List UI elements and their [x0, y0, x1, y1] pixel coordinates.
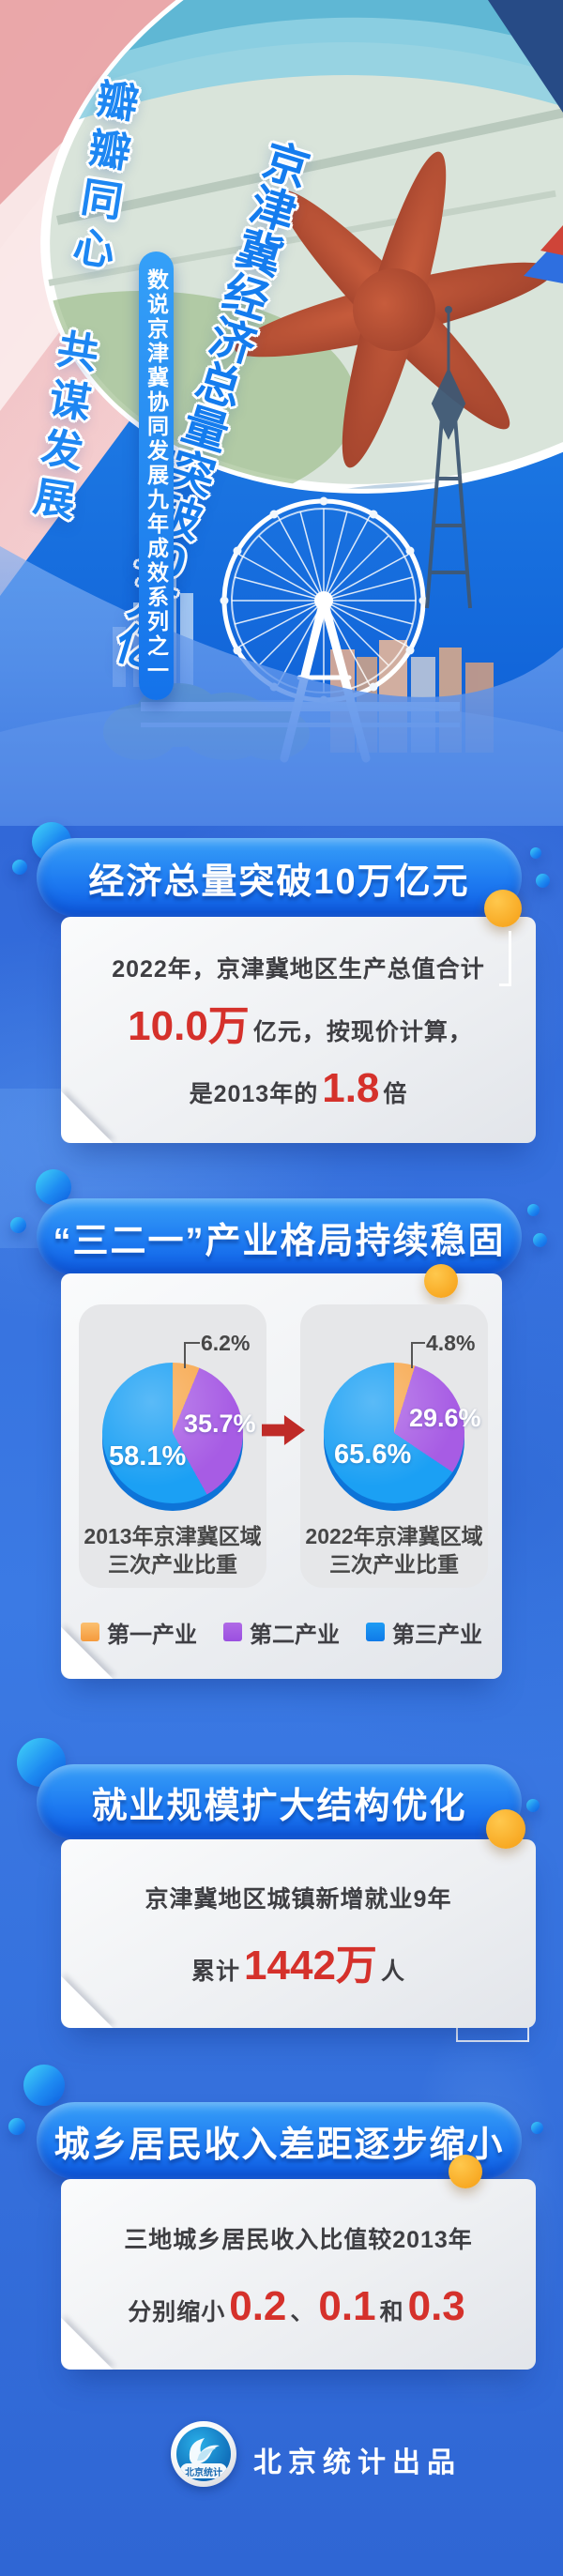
deco-bracket-line	[499, 931, 511, 986]
legend-item-tertiary: 第三产业	[366, 1616, 482, 1649]
section-header-employment-label: 就业规模扩大结构优化	[91, 1786, 467, 1826]
hero-series-pill: 数说京津冀协同发展九年成效系列之一	[139, 252, 174, 700]
employment-line2: 累计 1442万 人	[78, 1942, 519, 1989]
deco-dot-blue	[10, 1217, 26, 1233]
hero-banner: 瓣瓣同心 共谋发展 京津冀经济总量突破10万亿 数说京津冀协同发展九年成效系列之…	[0, 0, 563, 826]
economy-line1: 2022年，京津冀地区生产总值合计	[112, 956, 485, 983]
pie-2013-caption: 2013年京津冀区域 三次产业比重	[79, 1522, 266, 1578]
section-header-industry: “三二一”产业格局持续稳固	[37, 1198, 522, 1275]
pie-chart-2022	[324, 1363, 464, 1503]
deco-dot-blue	[536, 874, 550, 888]
pie-2013-label-secondary: 35.7%	[184, 1410, 256, 1438]
section-header-industry-label: “三二一”产业格局持续稳固	[53, 1221, 506, 1261]
pie-chart-2013	[102, 1363, 243, 1503]
employment-line2-pre: 累计	[191, 1958, 241, 1985]
economy-line2: 10.0万 亿元，按现价计算，	[78, 1002, 519, 1049]
pie-2013-caption-line1: 2013年京津冀区域	[84, 1524, 262, 1548]
income-value-tianjin: 0.1	[318, 2283, 376, 2329]
income-separator2: 和	[379, 2299, 404, 2325]
footer-brand-text: 北京统计出品	[253, 2447, 462, 2478]
income-separator1: 、	[290, 2299, 315, 2325]
economy-value-gdp: 10.0万	[128, 1002, 250, 1049]
legend-label-secondary: 第二产业	[250, 1622, 340, 1648]
legend-swatch-secondary-icon	[223, 1623, 242, 1641]
deco-dot-blue	[12, 860, 27, 875]
logo-text: 北京统计	[185, 2467, 222, 2478]
economy-card: 2022年，京津冀地区生产总值合计 10.0万 亿元，按现价计算， 是2013年…	[61, 917, 536, 1143]
pie-2013-label-primary: 6.2%	[201, 1331, 251, 1355]
income-line1: 三地城乡居民收入比值较2013年	[124, 2227, 473, 2253]
pie-2022-caption: 2022年京津冀区域 三次产业比重	[300, 1522, 488, 1578]
pie-2022-caption-line1: 2022年京津冀区域	[305, 1524, 483, 1548]
logo-text-band: 北京统计	[180, 2463, 227, 2478]
economy-line3-suf: 倍	[383, 1080, 408, 1107]
pie-2022-label-tertiary: 65.6%	[334, 1440, 412, 1470]
employment-value: 1442万	[244, 1942, 377, 1989]
section-header-economy: 经济总量突破10万亿元	[37, 838, 522, 917]
employment-line1: 京津冀地区城镇新增就业9年	[145, 1886, 452, 1913]
pie-2013-leader-line	[184, 1342, 200, 1368]
hero-series-label: 数说京津冀协同发展九年成效系列之一	[144, 268, 169, 683]
legend-item-secondary: 第二产业	[223, 1616, 340, 1649]
deco-dot-blue	[531, 2122, 543, 2134]
section-header-income-label: 城乡居民收入差距逐步缩小	[53, 2125, 505, 2165]
legend-item-primary: 第一产业	[81, 1616, 197, 1649]
pie-2022-label-secondary: 29.6%	[409, 1404, 481, 1432]
section-header-employment: 就业规模扩大结构优化	[37, 1764, 522, 1839]
income-value-hebei: 0.3	[407, 2283, 465, 2329]
pie-legend: 第一产业 第二产业 第三产业	[61, 1616, 502, 1648]
deco-dot-blue	[8, 2118, 25, 2135]
pie-2022-leader-line	[411, 1342, 425, 1368]
economy-line2-rest: 亿元，按现价计算，	[252, 1018, 473, 1045]
legend-swatch-primary-icon	[81, 1623, 99, 1641]
section-header-economy-label: 经济总量突破10万亿元	[88, 861, 470, 902]
income-line2: 分别缩小 0.2 、 0.1 和 0.3	[78, 2286, 519, 2327]
economy-line3-pre: 是2013年的	[189, 1080, 319, 1107]
income-card: 三地城乡居民收入比值较2013年 分别缩小 0.2 、 0.1 和 0.3	[61, 2179, 536, 2370]
pie-2022-caption-line2: 三次产业比重	[329, 1552, 459, 1577]
employment-line2-suf: 人	[380, 1958, 405, 1985]
employment-card: 京津冀地区城镇新增就业9年 累计 1442万 人	[61, 1839, 536, 2028]
deco-dot-blue	[526, 1799, 540, 1812]
economy-line3: 是2013年的 1.8 倍	[78, 1064, 519, 1111]
deco-ball-orange	[486, 1809, 525, 1849]
legend-label-tertiary: 第三产业	[392, 1622, 482, 1648]
deco-dot-blue	[533, 1233, 547, 1247]
legend-swatch-tertiary-icon	[366, 1623, 385, 1641]
pie-2013-label-tertiary: 58.1%	[109, 1441, 187, 1471]
section-header-income: 城乡居民收入差距逐步缩小	[37, 2102, 522, 2179]
economy-value-multiple: 1.8	[322, 1064, 380, 1111]
beijing-statistics-logo: 北京统计	[171, 2421, 236, 2487]
pie-2022-label-primary: 4.8%	[426, 1331, 476, 1355]
deco-dot-blue	[527, 1204, 540, 1216]
deco-ball-orange	[484, 890, 522, 927]
deco-dot-blue	[530, 847, 541, 859]
deco-ball-blue	[23, 2065, 65, 2106]
logo-swirl-icon: 北京统计	[176, 2427, 231, 2481]
legend-label-primary: 第一产业	[107, 1622, 197, 1648]
deco-ball-orange	[424, 1264, 458, 1298]
income-line2-pre: 分别缩小	[128, 2299, 226, 2325]
pie-2013-caption-line2: 三次产业比重	[108, 1552, 237, 1577]
deco-ball-orange	[449, 2155, 482, 2188]
income-value-beijing: 0.2	[229, 2283, 287, 2329]
